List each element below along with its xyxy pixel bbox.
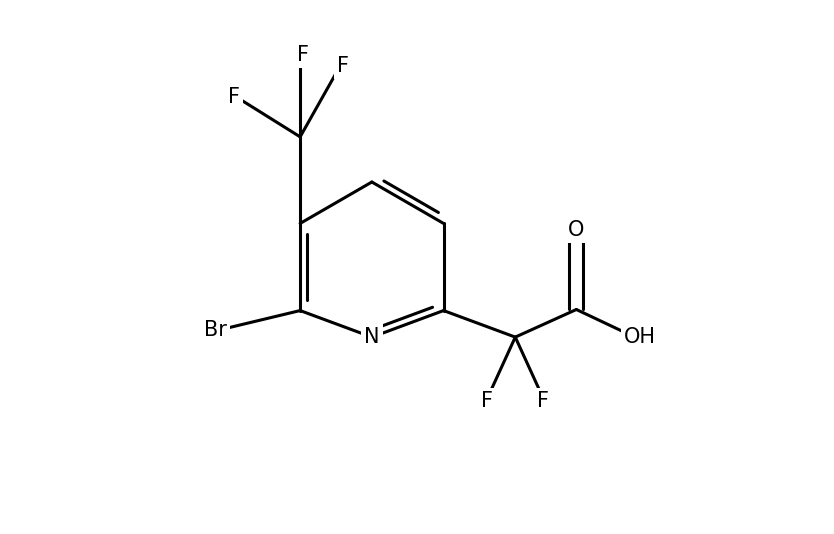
Text: F: F [337,56,349,76]
Text: F: F [297,44,309,65]
Text: Br: Br [203,320,227,340]
Text: F: F [228,87,239,107]
Text: N: N [364,327,379,347]
Text: O: O [568,220,585,240]
Text: F: F [537,391,550,411]
Text: F: F [481,391,493,411]
Text: OH: OH [624,327,656,347]
